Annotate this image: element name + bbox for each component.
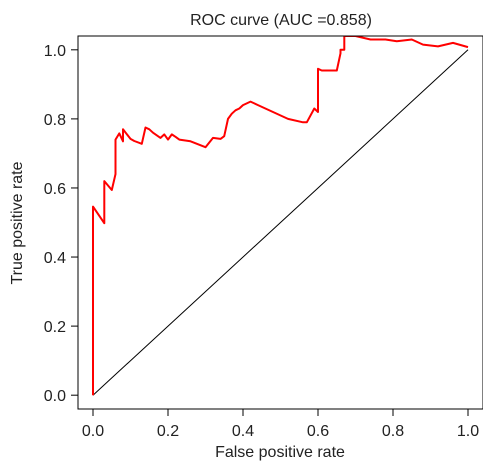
y-tick-label: 1.0 — [44, 43, 66, 60]
x-axis-label: False positive rate — [215, 444, 345, 461]
plot-clip-group — [92, 36, 469, 396]
x-axis: 0.0 0.2 0.4 0.6 0.8 1.0 — [82, 409, 479, 440]
y-tick-label: 0.2 — [44, 319, 66, 336]
x-tick-label: 0.8 — [382, 423, 404, 440]
x-tick-label: 0.0 — [82, 423, 104, 440]
y-tick-label: 0.6 — [44, 181, 66, 198]
x-tick-label: 0.4 — [232, 423, 254, 440]
y-axis-label: True positive rate — [9, 161, 26, 284]
diagonal-reference-line — [92, 49, 469, 396]
x-tick-label: 0.6 — [307, 423, 329, 440]
roc-curve-line — [92, 36, 469, 396]
x-tick-label: 0.2 — [157, 423, 179, 440]
y-tick-label: 0.0 — [44, 388, 66, 405]
y-tick-label: 0.8 — [44, 112, 66, 129]
series-layer — [92, 36, 469, 396]
y-axis: 0.0 0.2 0.4 0.6 0.8 1.0 — [44, 43, 78, 405]
chart-title: ROC curve (AUC =0.858) — [190, 12, 372, 29]
plot-frame — [77, 35, 483, 410]
x-tick-label: 1.0 — [457, 423, 479, 440]
y-tick-label: 0.4 — [44, 250, 66, 267]
